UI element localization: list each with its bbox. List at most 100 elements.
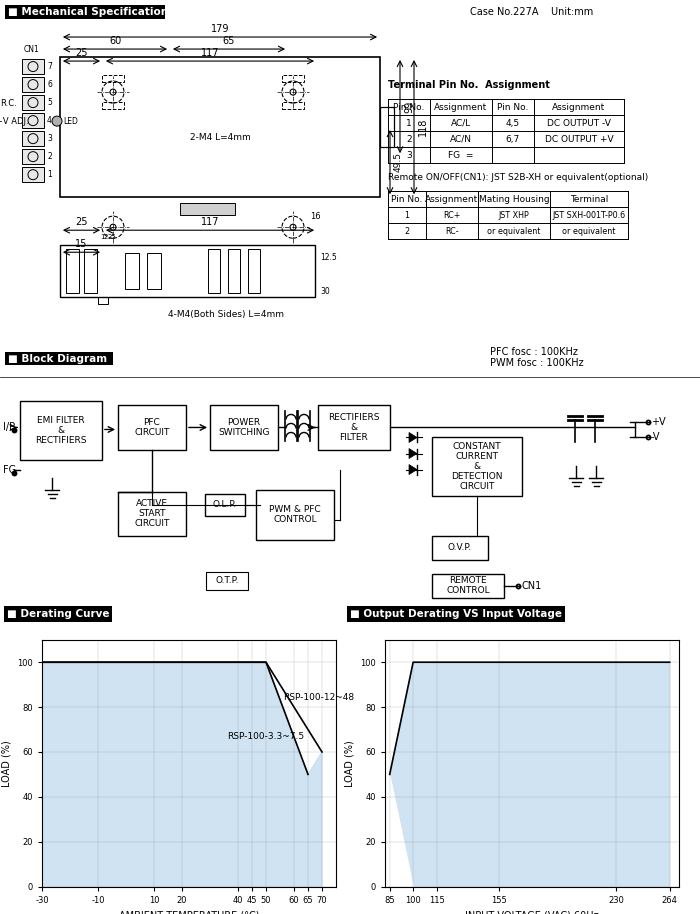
Text: Case No.227A    Unit:mm: Case No.227A Unit:mm xyxy=(470,7,594,17)
Bar xyxy=(22,167,44,182)
Text: ■ Block Diagram: ■ Block Diagram xyxy=(8,355,107,365)
Text: SWITCHING: SWITCHING xyxy=(218,428,270,437)
Text: 3: 3 xyxy=(47,134,52,143)
Text: ACTIVE: ACTIVE xyxy=(136,499,168,508)
Bar xyxy=(205,494,245,515)
Text: Pin No.: Pin No. xyxy=(497,102,528,112)
Bar xyxy=(256,490,334,539)
Text: O.V.P.: O.V.P. xyxy=(448,543,472,552)
X-axis label: AMBIENT TEMPERATURE (°C): AMBIENT TEMPERATURE (°C) xyxy=(119,910,259,914)
Text: 5: 5 xyxy=(47,98,52,107)
Text: RC+: RC+ xyxy=(443,211,461,219)
Text: 1: 1 xyxy=(100,234,104,240)
Bar xyxy=(5,352,113,366)
Text: AC/N: AC/N xyxy=(450,134,472,143)
Text: 99: 99 xyxy=(404,101,414,113)
Polygon shape xyxy=(409,432,417,442)
Bar xyxy=(22,59,44,74)
X-axis label: INPUT VOLTAGE (VAC) 60Hz: INPUT VOLTAGE (VAC) 60Hz xyxy=(466,910,598,914)
Text: RC-: RC- xyxy=(445,227,458,236)
Text: Assignment: Assignment xyxy=(426,195,479,204)
Text: RECTIFIERS: RECTIFIERS xyxy=(328,413,379,422)
Text: DC OUTPUT +V: DC OUTPUT +V xyxy=(545,134,613,143)
Text: 4: 4 xyxy=(47,116,52,125)
Text: 2: 2 xyxy=(405,227,409,236)
Text: 7: 7 xyxy=(47,62,52,71)
Polygon shape xyxy=(390,663,670,887)
Text: CONTROL: CONTROL xyxy=(446,586,490,595)
Text: 16: 16 xyxy=(310,212,321,221)
Text: Remote ON/OFF(CN1): JST S2B-XH or equivalent(optional): Remote ON/OFF(CN1): JST S2B-XH or equiva… xyxy=(388,173,648,182)
Text: Assignment: Assignment xyxy=(552,102,606,112)
Bar xyxy=(22,149,44,165)
Text: ■ Output Derating VS Input Voltage: ■ Output Derating VS Input Voltage xyxy=(350,609,562,619)
Text: CIRCUIT: CIRCUIT xyxy=(134,428,169,437)
Text: O.T.P.: O.T.P. xyxy=(216,576,239,585)
Bar xyxy=(5,5,165,19)
Text: 15: 15 xyxy=(75,239,88,250)
Bar xyxy=(22,113,44,128)
Text: CONSTANT: CONSTANT xyxy=(453,442,501,451)
Bar xyxy=(432,574,504,598)
Text: DETECTION: DETECTION xyxy=(452,472,503,481)
Text: 118: 118 xyxy=(418,118,428,136)
Text: 2-M4 L=4mm: 2-M4 L=4mm xyxy=(190,133,251,142)
Y-axis label: LOAD (%): LOAD (%) xyxy=(1,739,12,787)
Text: 49.5: 49.5 xyxy=(394,152,403,172)
Text: JST XHP: JST XHP xyxy=(498,211,529,219)
Text: 25: 25 xyxy=(108,234,117,240)
Bar xyxy=(22,77,44,92)
Text: 2: 2 xyxy=(104,234,108,240)
Text: 6,7: 6,7 xyxy=(506,134,520,143)
Text: PFC: PFC xyxy=(144,418,160,427)
Polygon shape xyxy=(409,449,417,459)
Text: 2: 2 xyxy=(406,134,412,143)
Bar xyxy=(248,250,260,293)
Text: Pin No.: Pin No. xyxy=(391,195,423,204)
Bar xyxy=(228,250,240,293)
Text: RSP-100-12~48: RSP-100-12~48 xyxy=(283,694,354,702)
Polygon shape xyxy=(390,774,413,887)
Text: RSP-100-3.3~7.5: RSP-100-3.3~7.5 xyxy=(227,731,304,740)
Text: CN1: CN1 xyxy=(521,580,541,590)
Text: ■ Derating Curve: ■ Derating Curve xyxy=(7,609,109,619)
Text: PFC fosc : 100KHz: PFC fosc : 100KHz xyxy=(490,347,578,357)
Text: FILTER: FILTER xyxy=(340,433,368,442)
Text: CN1: CN1 xyxy=(24,45,40,54)
Text: &: & xyxy=(473,462,481,471)
Text: ■ Mechanical Specification: ■ Mechanical Specification xyxy=(8,7,168,17)
Text: CURRENT: CURRENT xyxy=(456,452,498,461)
Text: or equivalent: or equivalent xyxy=(562,227,616,236)
Bar xyxy=(66,250,79,293)
Text: Terminal Pin No.  Assignment: Terminal Pin No. Assignment xyxy=(388,80,550,90)
Text: &: & xyxy=(351,423,358,432)
Text: 3: 3 xyxy=(406,151,412,160)
Text: R.C.: R.C. xyxy=(0,99,17,108)
Text: LED: LED xyxy=(63,117,78,125)
Text: 60: 60 xyxy=(109,36,121,46)
Bar xyxy=(102,75,124,82)
Bar xyxy=(60,57,380,197)
Text: 117: 117 xyxy=(201,218,219,228)
Text: 1: 1 xyxy=(47,170,52,179)
Y-axis label: LOAD (%): LOAD (%) xyxy=(344,739,355,787)
Text: 4-M4(Both Sides) L=4mm: 4-M4(Both Sides) L=4mm xyxy=(168,310,284,319)
Text: 1: 1 xyxy=(405,211,409,219)
Bar xyxy=(432,438,522,495)
Bar xyxy=(118,492,186,536)
Text: DC OUTPUT -V: DC OUTPUT -V xyxy=(547,119,611,128)
Text: CIRCUIT: CIRCUIT xyxy=(459,482,495,491)
Bar xyxy=(180,203,235,215)
Text: 4,5: 4,5 xyxy=(506,119,520,128)
Text: 2: 2 xyxy=(47,152,52,161)
Text: POWER: POWER xyxy=(228,418,260,427)
Text: 1: 1 xyxy=(406,119,412,128)
Bar xyxy=(20,401,102,460)
Text: Terminal: Terminal xyxy=(570,195,608,204)
Bar xyxy=(22,95,44,110)
Text: 25: 25 xyxy=(75,218,88,228)
Polygon shape xyxy=(409,464,417,474)
Bar xyxy=(380,107,394,147)
Bar xyxy=(98,297,108,304)
Text: +V ADJ.: +V ADJ. xyxy=(0,117,29,125)
